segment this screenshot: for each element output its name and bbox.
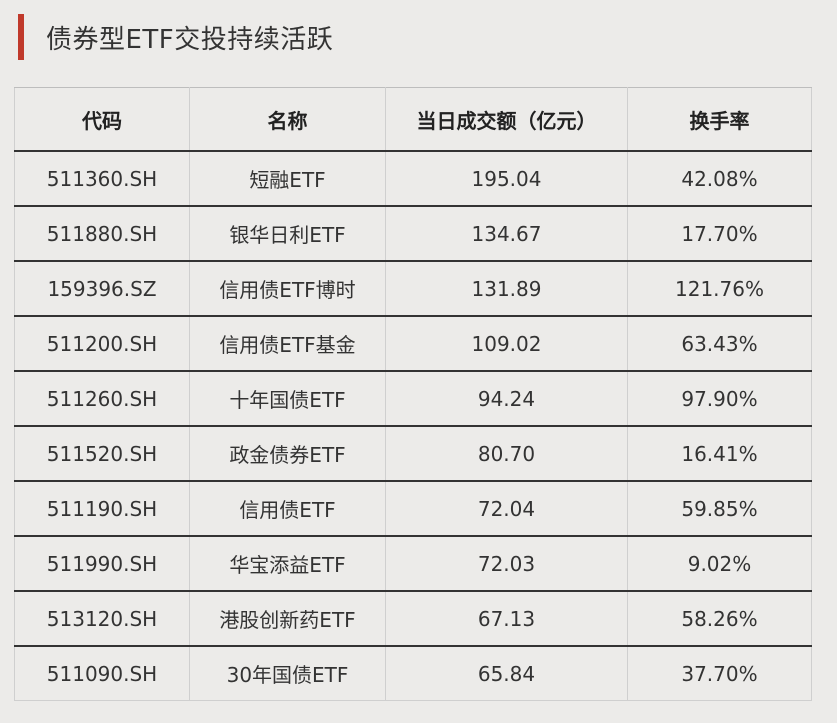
table-row: 511090.SH 30年国债ETF 65.84 37.70% [14,646,812,701]
cell-name: 十年国债ETF [189,371,386,427]
cell-turnover: 58.26% [627,591,812,647]
cell-code: 511200.SH [14,316,190,372]
cell-volume: 131.89 [385,261,628,317]
cell-code: 511360.SH [14,151,190,207]
cell-volume: 72.04 [385,481,628,537]
cell-turnover: 37.70% [627,646,812,701]
cell-turnover: 42.08% [627,151,812,207]
table-row: 159396.SZ 信用债ETF博时 131.89 121.76% [14,261,812,317]
cell-volume: 67.13 [385,591,628,647]
cell-code: 511190.SH [14,481,190,537]
cell-name: 华宝添益ETF [189,536,386,592]
cell-volume: 134.67 [385,206,628,262]
table-row: 511520.SH 政金债券ETF 80.70 16.41% [14,426,812,482]
table-row: 511200.SH 信用债ETF基金 109.02 63.43% [14,316,812,372]
cell-volume: 72.03 [385,536,628,592]
cell-code: 159396.SZ [14,261,190,317]
etf-table: 代码 名称 当日成交额（亿元） 换手率 511360.SH 短融ETF 195.… [14,87,812,701]
title-accent-bar [18,14,24,60]
cell-name: 信用债ETF博时 [189,261,386,317]
cell-code: 511260.SH [14,371,190,427]
table-row: 511880.SH 银华日利ETF 134.67 17.70% [14,206,812,262]
cell-name: 短融ETF [189,151,386,207]
cell-name: 信用债ETF基金 [189,316,386,372]
cell-code: 511880.SH [14,206,190,262]
cell-turnover: 121.76% [627,261,812,317]
cell-name: 银华日利ETF [189,206,386,262]
cell-code: 511990.SH [14,536,190,592]
cell-volume: 109.02 [385,316,628,372]
cell-code: 511090.SH [14,646,190,701]
cell-volume: 80.70 [385,426,628,482]
table-row: 511360.SH 短融ETF 195.04 42.08% [14,151,812,207]
title-bar: 债券型ETF交投持续活跃 [18,14,333,60]
table-row: 511990.SH 华宝添益ETF 72.03 9.02% [14,536,812,592]
cell-name: 政金债券ETF [189,426,386,482]
table-row: 513120.SH 港股创新药ETF 67.13 58.26% [14,591,812,647]
cell-volume: 65.84 [385,646,628,701]
header-code: 代码 [14,87,190,152]
cell-name: 港股创新药ETF [189,591,386,647]
table-header-row: 代码 名称 当日成交额（亿元） 换手率 [14,87,812,152]
cell-volume: 94.24 [385,371,628,427]
header-volume: 当日成交额（亿元） [385,87,628,152]
table-row: 511260.SH 十年国债ETF 94.24 97.90% [14,371,812,427]
cell-turnover: 63.43% [627,316,812,372]
cell-turnover: 17.70% [627,206,812,262]
cell-code: 513120.SH [14,591,190,647]
cell-turnover: 16.41% [627,426,812,482]
cell-turnover: 9.02% [627,536,812,592]
header-turnover: 换手率 [627,87,812,152]
cell-volume: 195.04 [385,151,628,207]
cell-name: 信用债ETF [189,481,386,537]
cell-turnover: 59.85% [627,481,812,537]
etf-table-container: 代码 名称 当日成交额（亿元） 换手率 511360.SH 短融ETF 195.… [14,87,812,701]
cell-name: 30年国债ETF [189,646,386,701]
header-name: 名称 [189,87,386,152]
cell-turnover: 97.90% [627,371,812,427]
cell-code: 511520.SH [14,426,190,482]
table-row: 511190.SH 信用债ETF 72.04 59.85% [14,481,812,537]
page-title: 债券型ETF交投持续活跃 [46,24,334,55]
